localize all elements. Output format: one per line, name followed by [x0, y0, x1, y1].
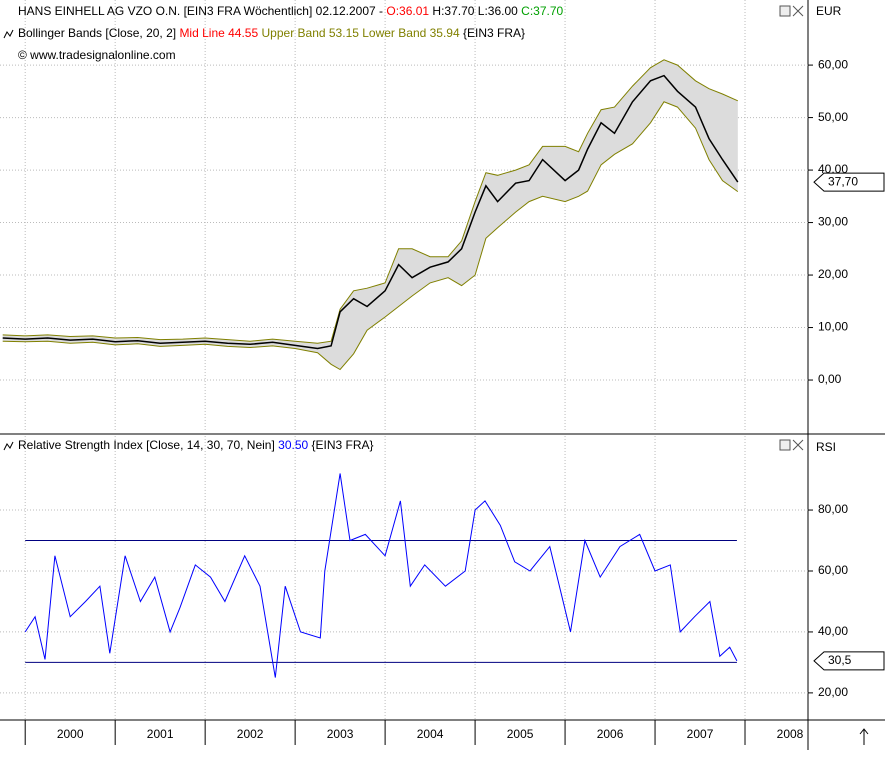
header-segment: Upper Band 53.15 Lower Band 35.94	[258, 26, 460, 40]
panel-buttons	[779, 5, 804, 451]
band-fill	[2, 59, 738, 370]
series-line	[24, 473, 738, 678]
x-tick-label: 2006	[597, 727, 624, 741]
axis-label: EUR	[816, 4, 842, 18]
series-line	[2, 59, 739, 344]
header-segment: O:36.01	[386, 4, 429, 18]
close-button[interactable]	[792, 439, 804, 451]
y-tick-label: 30,00	[818, 215, 848, 229]
y-tick-label: 60,00	[818, 563, 848, 577]
maximize-button[interactable]	[779, 5, 791, 17]
last-value-box	[813, 651, 885, 671]
header-segment: © www.tradesignalonline.com	[18, 48, 176, 62]
close-button[interactable]	[792, 5, 804, 17]
header-segment: {EIN3 FRA}	[308, 438, 373, 452]
y-tick-label: 20,00	[818, 267, 848, 281]
header-segment: 30.50	[278, 438, 308, 452]
x-tick-label: 2005	[507, 727, 534, 741]
y-tick-label: 50,00	[818, 110, 848, 124]
header-line: Relative Strength Index [Close, 14, 30, …	[18, 438, 374, 452]
y-tick-label: 0,00	[818, 372, 842, 386]
indicator-icon	[3, 29, 14, 39]
header-segment: H:37.70 L:36.00	[429, 4, 521, 18]
maximize-button[interactable]	[779, 439, 791, 451]
x-tick-label: 2008	[777, 727, 804, 741]
header-line: Bollinger Bands [Close, 20, 2] Mid Line …	[18, 26, 525, 40]
header-segment: Mid Line 44.55	[179, 26, 258, 40]
indicator-icon	[3, 441, 14, 451]
y-tick-label: 40,00	[818, 624, 848, 638]
scroll-arrow[interactable]	[859, 728, 869, 745]
y-tick-label: 80,00	[818, 502, 848, 516]
x-tick-label: 2004	[417, 727, 444, 741]
header-segment: HANS EINHELL AG VZO O.N. [EIN3 FRA Wöche…	[18, 4, 386, 18]
y-tick-label: 60,00	[818, 57, 848, 71]
header-line: © www.tradesignalonline.com	[18, 48, 176, 62]
last-value-box	[813, 172, 885, 192]
header-segment: {EIN3 FRA}	[460, 26, 525, 40]
last-value-label: 30,5	[828, 653, 852, 667]
series-line	[2, 74, 739, 350]
last-value-label: 37,70	[828, 174, 858, 188]
axis-label: RSI	[816, 440, 836, 454]
header-segment: Relative Strength Index [Close, 14, 30, …	[18, 438, 278, 452]
header-line: HANS EINHELL AG VZO O.N. [EIN3 FRA Wöche…	[18, 4, 564, 18]
x-tick-label: 2007	[687, 727, 714, 741]
x-tick-label: 2003	[327, 727, 354, 741]
y-tick-label: 20,00	[818, 685, 848, 699]
x-tick-label: 2001	[147, 727, 174, 741]
x-tick-label: 2002	[237, 727, 264, 741]
x-tick-label: 2000	[57, 727, 84, 741]
header-segment: C:37.70	[521, 4, 563, 18]
series-line	[2, 101, 739, 371]
header-segment: Bollinger Bands [Close, 20, 2]	[18, 26, 179, 40]
y-tick-label: 10,00	[818, 320, 848, 334]
